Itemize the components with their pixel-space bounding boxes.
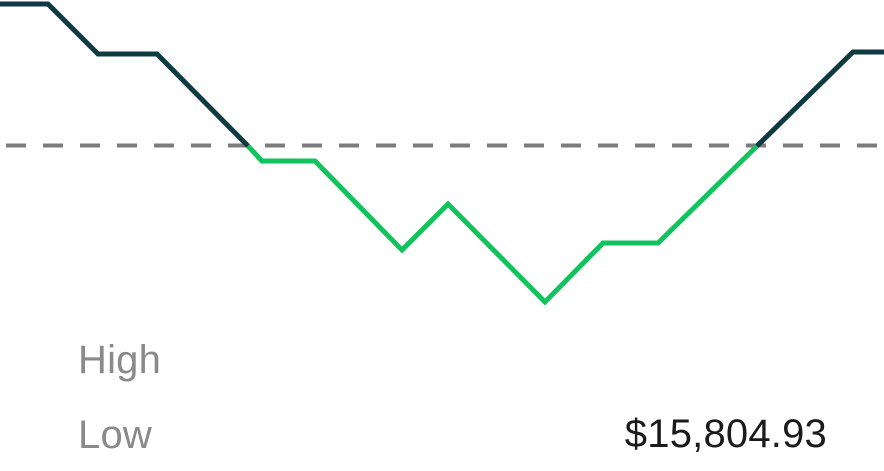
low-value: $15,804.93 <box>624 412 827 456</box>
low-label: Low <box>78 413 152 457</box>
price-line-above-threshold-right <box>755 49 884 148</box>
price-line-above-threshold-left <box>0 1 250 148</box>
price-line-below-threshold <box>246 144 759 306</box>
high-label: High <box>78 338 162 382</box>
